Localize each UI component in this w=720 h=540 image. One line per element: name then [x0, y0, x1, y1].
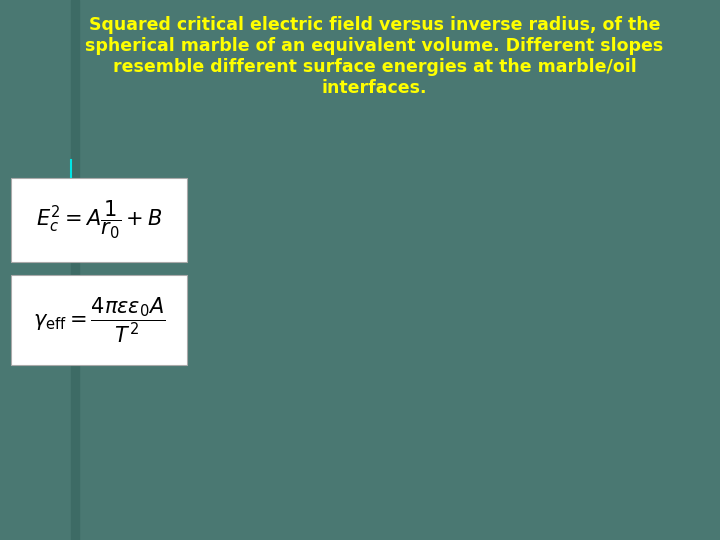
FancyBboxPatch shape: [11, 275, 187, 364]
Bar: [71, 0, 79, 540]
Text: $E_c^2 = A\dfrac{1}{r_0} + B$: $E_c^2 = A\dfrac{1}{r_0} + B$: [36, 199, 162, 241]
Text: Squared critical electric field versus inverse radius, of the
spherical marble o: Squared critical electric field versus i…: [85, 16, 664, 97]
FancyBboxPatch shape: [11, 178, 187, 262]
Text: $\gamma_{\mathrm{eff}} = \dfrac{4\pi\varepsilon\varepsilon_0 A}{T^2}$: $\gamma_{\mathrm{eff}} = \dfrac{4\pi\var…: [33, 295, 165, 345]
